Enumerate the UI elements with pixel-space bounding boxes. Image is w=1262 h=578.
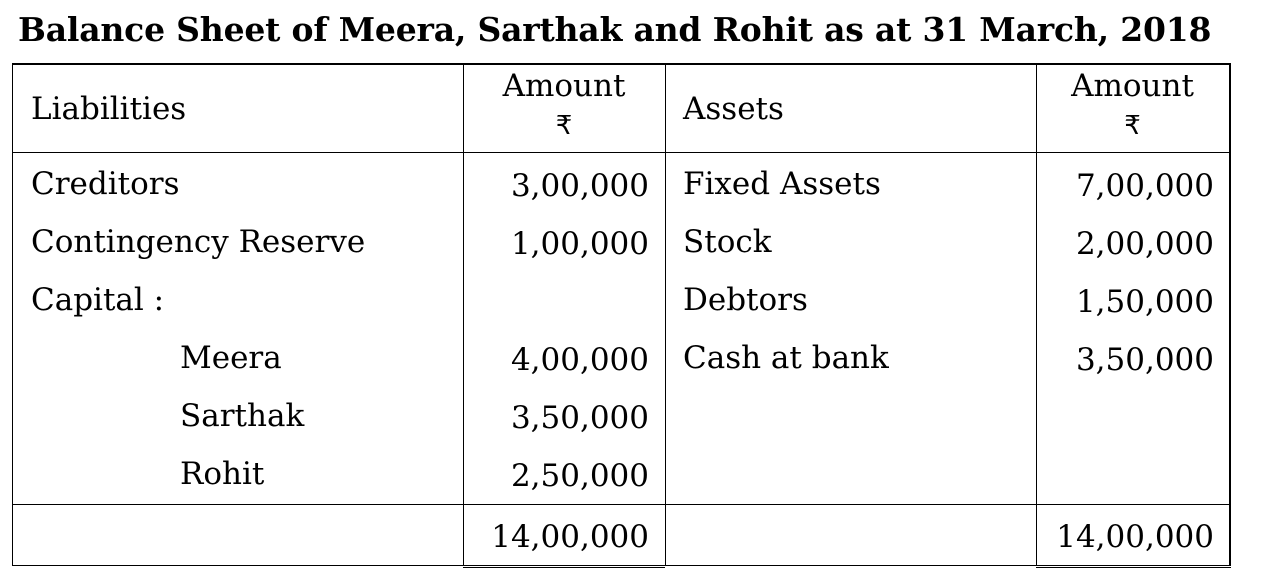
liab-total-underline [463,567,665,568]
liability-label: Rohit [180,456,265,492]
liability-label: Sarthak [180,398,305,434]
asset-label: Fixed Assets [683,166,881,202]
col-border-asset-amount [1036,63,1037,566]
asset-amount: 2,00,000 [1075,226,1214,262]
header-liabilities: Liabilities [31,91,187,127]
asset-label: Stock [683,224,772,260]
liability-amount: 1,00,000 [510,226,649,262]
col-border-left [12,63,13,566]
col-border-liab-amount [463,63,464,566]
liability-label: Meera [180,340,282,376]
header-assets: Assets [683,91,784,127]
assets-total: 14,00,000 [1056,519,1214,555]
page-title: Balance Sheet of Meera, Sarthak and Rohi… [18,10,1212,49]
liability-amount: 2,50,000 [510,458,649,494]
header-asset-amount: Amount [1071,68,1194,104]
table-top-border [12,63,1231,65]
asset-amount: 1,50,000 [1075,284,1214,320]
liabilities-total: 14,00,000 [491,519,649,555]
asset-label: Cash at bank [683,340,889,376]
asset-amount: 7,00,000 [1075,168,1214,204]
header-divider [12,152,1231,153]
liability-amount [463,282,649,322]
liability-label: Creditors [31,166,180,202]
liability-amount: 3,00,000 [510,168,649,204]
asset-label: Debtors [683,282,808,318]
header-liab-amount: Amount [502,68,626,104]
liability-amount: 4,00,000 [510,342,649,378]
asset-total-underline [1036,567,1231,568]
total-row-divider [12,504,1231,505]
col-border-assets [665,63,666,566]
liability-label: Capital : [31,282,165,318]
header-asset-currency: ₹ [1124,111,1141,141]
col-border-right [1229,63,1231,566]
liability-label: Contingency Reserve [31,224,366,260]
table-bottom-border [12,565,1231,566]
header-liab-currency: ₹ [555,111,573,141]
liability-amount: 3,50,000 [510,400,649,436]
asset-amount: 3,50,000 [1075,342,1214,378]
